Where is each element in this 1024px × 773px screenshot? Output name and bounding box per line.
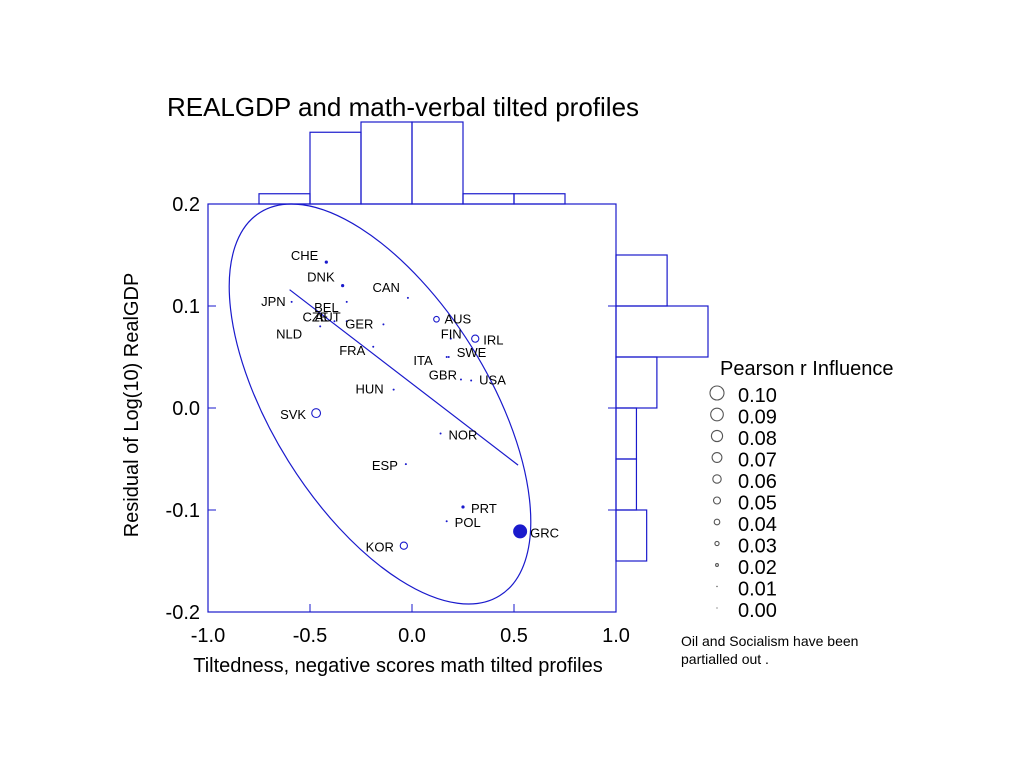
point-label-nld: NLD — [276, 326, 302, 341]
legend-label: 0.02 — [738, 557, 777, 579]
data-point-fin — [449, 337, 452, 340]
ellipse-layer — [228, 203, 532, 605]
data-point-grc — [513, 524, 528, 539]
legend-marker — [712, 496, 722, 505]
regression-line — [289, 289, 519, 466]
data-point-jpn — [290, 300, 293, 303]
legend-marker — [711, 452, 723, 463]
data-point-dnk — [341, 284, 345, 288]
data-point-aus — [433, 315, 440, 323]
legend-label: 0.03 — [738, 536, 777, 558]
footnote-line-1: Oil and Socialism have been — [681, 633, 858, 649]
point-label-cze: CZE — [302, 309, 328, 324]
y-axis-ticks: -0.2 -0.1 0.0 0.1 0.2 — [166, 194, 616, 624]
point-label-fin: FIN — [441, 327, 462, 342]
data-point-swe — [447, 356, 450, 358]
legend-marker — [716, 607, 718, 609]
data-point-irl — [471, 334, 480, 343]
data-point-aut — [345, 320, 348, 323]
data-point-cze — [333, 320, 336, 323]
footnote-line-2: partialled out . — [681, 651, 769, 667]
point-label-swe: SWE — [457, 345, 487, 360]
legend-label: 0.07 — [738, 450, 777, 472]
data-point-svk — [311, 408, 322, 419]
data-point-pol — [445, 520, 448, 523]
legend-title: Pearson r Influence — [720, 358, 893, 380]
legend-label: 0.08 — [738, 428, 777, 450]
point-label-bel: BEL — [314, 300, 339, 315]
point-label-gbr: GBR — [429, 367, 457, 382]
y-tick-label: 0.2 — [172, 194, 200, 216]
point-label-aut: AUT — [315, 309, 341, 324]
legend-label: 0.04 — [738, 514, 777, 536]
point-label-prt: PRT — [471, 501, 497, 516]
point-label-pol: POL — [455, 515, 481, 530]
x-tick-label: 0.5 — [500, 625, 528, 647]
point-label-nor: NOR — [449, 428, 478, 443]
x-axis-ticks: -1.0 -0.5 0.0 0.5 1.0 — [191, 604, 630, 647]
data-point-ger — [382, 323, 385, 326]
data-point-fra — [372, 345, 375, 348]
x-axis-label: Tiltedness, negative scores math tilted … — [193, 655, 602, 677]
legend-label: 0.10 — [738, 385, 777, 407]
x-tick-label: 1.0 — [602, 625, 630, 647]
data-point-can — [406, 296, 409, 299]
data-point-che — [324, 260, 328, 264]
legend-label: 0.05 — [738, 493, 777, 515]
y-tick-label: -0.1 — [166, 500, 200, 522]
confidence-ellipse — [228, 203, 532, 605]
data-point-gbr — [459, 378, 462, 381]
legend-label: 0.01 — [738, 579, 777, 601]
point-label-svk: SVK — [280, 407, 306, 422]
legend-marker — [714, 540, 720, 547]
data-point-usa — [470, 379, 473, 382]
legend-marker — [712, 474, 722, 484]
fit-line-layer — [289, 289, 519, 466]
legend-label: 0.09 — [738, 407, 777, 429]
data-point-nld — [319, 325, 322, 328]
point-label-jpn: JPN — [261, 294, 286, 309]
data-point-kor — [399, 541, 408, 550]
point-label-ger: GER — [345, 316, 373, 331]
y-tick-label: -0.2 — [166, 602, 200, 624]
point-label-che: CHE — [291, 248, 319, 263]
point-label-fra: FRA — [339, 343, 365, 358]
data-point-ita — [445, 356, 448, 358]
y-tick-label: 0.0 — [172, 398, 200, 420]
legend-label: 0.00 — [738, 600, 777, 622]
data-point-esp — [404, 463, 407, 466]
chart-title: REALGDP and math-verbal tilted profiles — [167, 92, 639, 122]
data-point-prt — [461, 505, 465, 509]
legend-marker — [710, 429, 724, 443]
legend-marker — [715, 563, 719, 567]
data-point-nor — [439, 432, 442, 435]
point-label-grc: GRC — [530, 525, 559, 540]
x-tick-label: -1.0 — [191, 625, 225, 647]
data-point-bel — [345, 300, 348, 303]
legend-marker — [713, 518, 721, 526]
point-label-esp: ESP — [372, 458, 398, 473]
point-label-dnk: DNK — [307, 270, 335, 285]
point-label-aus: AUS — [444, 311, 471, 326]
x-tick-label: -0.5 — [293, 625, 327, 647]
legend-marker — [709, 385, 725, 401]
legend-label: 0.06 — [738, 471, 777, 493]
y-tick-label: 0.1 — [172, 296, 200, 318]
legend-marker — [716, 585, 718, 588]
data-point-hun — [392, 388, 395, 391]
point-label-can: CAN — [372, 280, 399, 295]
legend-marker — [710, 407, 724, 422]
y-axis-label: Residual of Log(10) RealGDP — [121, 273, 143, 538]
point-label-usa: USA — [479, 372, 506, 387]
x-tick-label: 0.0 — [398, 625, 426, 647]
point-label-ita: ITA — [413, 353, 433, 368]
point-label-hun: HUN — [355, 382, 383, 397]
point-label-irl: IRL — [483, 333, 503, 348]
point-label-kor: KOR — [366, 540, 394, 555]
legend: 0.100.090.080.070.060.050.040.030.020.01… — [709, 385, 777, 622]
